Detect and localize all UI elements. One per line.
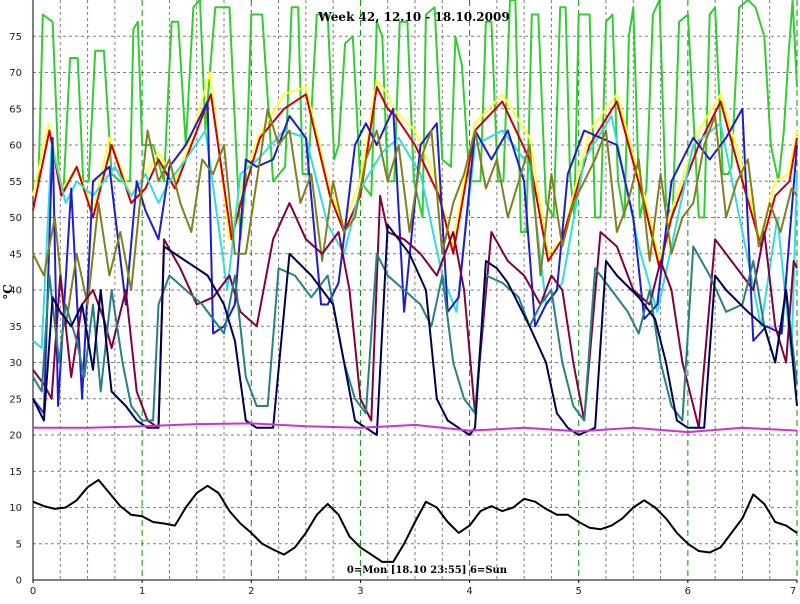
x-tick-label: 7: [790, 586, 796, 597]
y-tick-label: 65: [9, 104, 22, 115]
x-tick-label: 0: [30, 586, 36, 597]
y-tick-labels: 0 5 10 15 20 25 30 35 40 45 50 55 60 65 70 75: [9, 32, 22, 587]
series-line-8: [32, 245, 798, 422]
series-line-6: [32, 107, 798, 328]
chart-title: Week 42, 12.10 - 18.10.2009: [317, 10, 509, 24]
series-lines: [32, 0, 798, 563]
y-axis-label: °C: [1, 284, 15, 300]
y-tick-label: 20: [9, 431, 22, 442]
x-tick-labels: 0 1 2 3 4 5 6 7: [30, 580, 798, 597]
day-markers: [141, 0, 798, 580]
y-tick-label: 25: [9, 394, 22, 405]
y-tick-label: 35: [9, 322, 22, 333]
series-line-7: [32, 194, 798, 429]
y-tick-label: 70: [9, 68, 22, 79]
axes: [32, 0, 797, 581]
y-tick-label: 75: [9, 32, 22, 43]
y-tick-label: 40: [9, 286, 22, 297]
y-tick-label: 30: [9, 358, 22, 369]
series-line-3: [32, 86, 798, 270]
y-tick-label: 50: [9, 213, 22, 224]
x-tick-label: 4: [466, 586, 472, 597]
series-line-10: [33, 422, 798, 434]
y-tick-label: 0: [16, 576, 22, 587]
x-tick-label: 1: [139, 586, 145, 597]
chart-subtitle: 0=Mon [18.10 23:55] 6=Sun: [347, 565, 508, 576]
y-tick-label: 5: [16, 539, 22, 550]
x-tick-label: 2: [248, 586, 254, 597]
y-tick-label: 15: [9, 467, 22, 478]
series-line-11: [32, 478, 798, 563]
x-tick-label: 3: [357, 586, 363, 597]
y-tick-label: 10: [9, 503, 22, 514]
y-tick-label: 55: [9, 177, 22, 188]
x-tick-label: 5: [576, 586, 582, 597]
series-line-9: [32, 223, 798, 436]
y-tick-label: 45: [9, 249, 22, 260]
x-tick-label: 6: [685, 586, 691, 597]
y-tick-label: 60: [9, 141, 22, 152]
series-line-1: [33, 0, 798, 241]
